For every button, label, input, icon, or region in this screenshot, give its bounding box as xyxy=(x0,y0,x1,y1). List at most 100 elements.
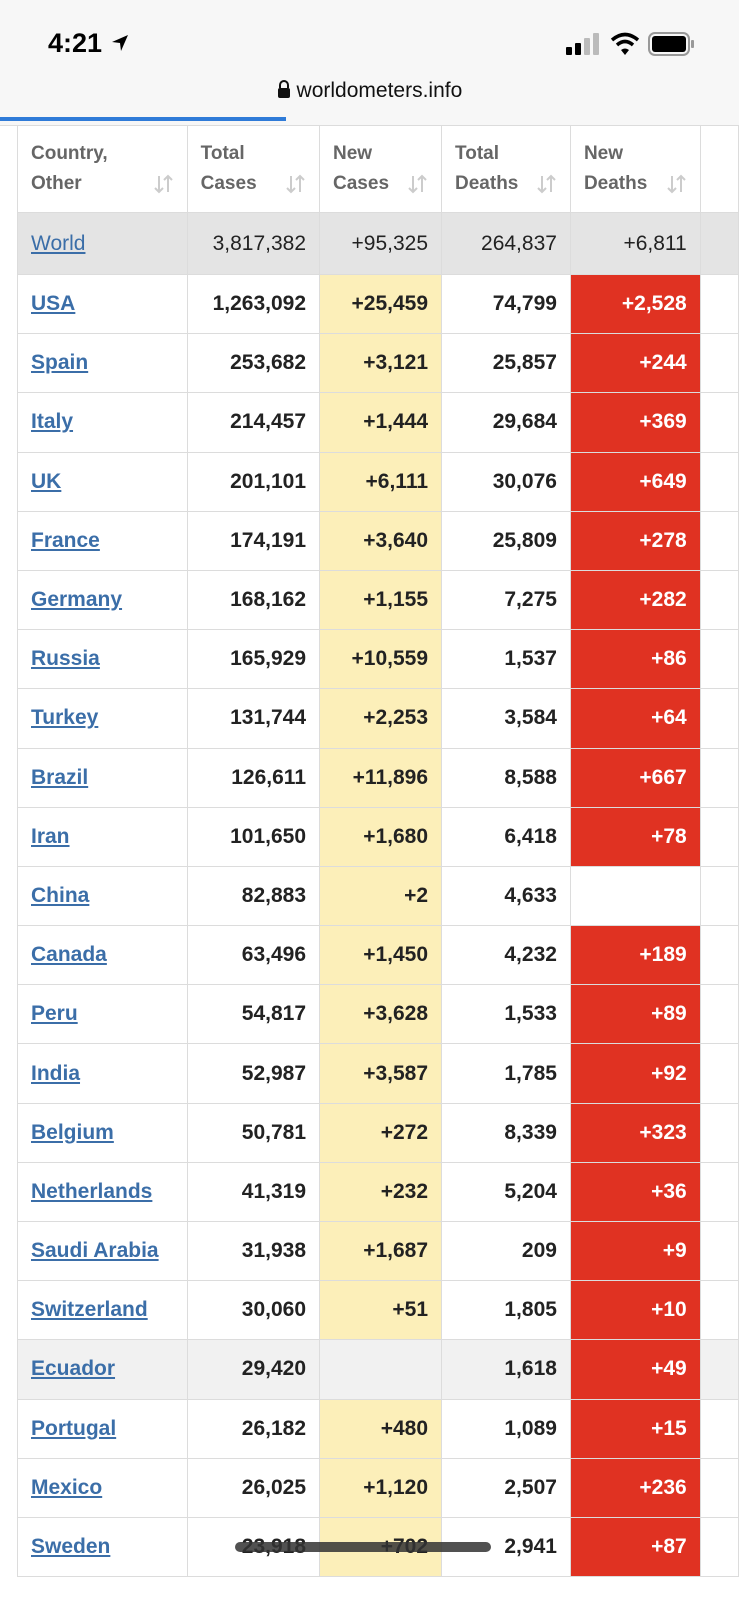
cell: +6,111 xyxy=(319,451,443,512)
cell: USA xyxy=(17,273,188,335)
country-link[interactable]: Switzerland xyxy=(31,1298,148,1322)
sort-icon xyxy=(537,174,556,194)
country-link[interactable]: Spain xyxy=(31,351,89,375)
country-link[interactable]: Brazil xyxy=(31,765,89,789)
country-link[interactable]: Saudi Arabia xyxy=(31,1239,159,1263)
country-link[interactable]: China xyxy=(31,883,90,907)
cell-value: 1,785 xyxy=(504,1061,557,1085)
cell-value: +2,253 xyxy=(363,706,429,730)
cell-value: +1,687 xyxy=(363,1239,429,1263)
cell-value: +10,559 xyxy=(351,647,429,671)
country-link[interactable]: Canada xyxy=(31,943,107,967)
cell: 29,420 xyxy=(186,1339,321,1400)
cell-value: 29,420 xyxy=(241,1357,307,1381)
country-row: China 82,883 +2 4,633 xyxy=(17,865,739,927)
country-row: Iran 101,650 +1,680 6,418 +78 xyxy=(17,806,739,867)
country-link[interactable]: Iran xyxy=(31,824,70,848)
cell: +1,680 xyxy=(319,806,443,867)
cell: Iran xyxy=(17,806,188,867)
column-header[interactable]: Total Deaths xyxy=(441,125,571,213)
cell-value: +1,450 xyxy=(363,943,429,967)
sort-icon xyxy=(153,174,173,194)
cell-value: 3,584 xyxy=(504,706,557,730)
cell: +649 xyxy=(569,451,701,512)
cell: 5,204 xyxy=(441,1161,571,1223)
cell-value: 101,650 xyxy=(230,824,307,848)
home-indicator xyxy=(235,1542,491,1552)
cell-value: 165,929 xyxy=(230,647,307,671)
cell: 2,507 xyxy=(441,1457,571,1518)
country-row: Belgium 50,781 +272 8,339 +323 xyxy=(17,1102,739,1163)
cell-value: +232 xyxy=(380,1179,429,1203)
cell-partial xyxy=(699,984,739,1045)
cell-partial xyxy=(699,747,739,808)
cell-partial xyxy=(699,510,739,571)
country-row: Portugal 26,182 +480 1,089 +15 xyxy=(17,1398,739,1459)
time-text: 4:21 xyxy=(48,28,103,58)
cell: 1,805 xyxy=(441,1280,571,1341)
country-link[interactable]: France xyxy=(31,528,100,552)
cell: +3,640 xyxy=(319,510,443,571)
cell: Spain xyxy=(17,333,188,394)
cell-value: +89 xyxy=(651,1002,687,1026)
cell-partial xyxy=(699,1161,739,1223)
cell-value: +189 xyxy=(639,943,687,967)
header-text: Total Cases xyxy=(200,143,257,194)
header-text: Country, Other xyxy=(31,143,108,194)
cell-value: +36 xyxy=(651,1179,687,1203)
cell-value: 4,633 xyxy=(504,883,557,907)
sort-icon xyxy=(667,174,686,194)
cell-partial xyxy=(699,1457,739,1518)
country-link[interactable]: Mexico xyxy=(31,1475,103,1499)
cell: UK xyxy=(17,451,188,512)
cell-value: 82,883 xyxy=(241,883,307,907)
region-name: World xyxy=(31,231,86,255)
cell-value: +51 xyxy=(392,1298,429,1322)
column-header[interactable]: New Deaths xyxy=(569,125,701,213)
country-link[interactable]: Turkey xyxy=(31,706,99,730)
country-link[interactable]: Germany xyxy=(31,588,123,612)
cell: +89 xyxy=(569,984,701,1045)
country-link[interactable]: Portugal xyxy=(31,1416,117,1440)
cell: +1,450 xyxy=(319,925,443,986)
cell-value: +236 xyxy=(639,1475,687,1499)
country-row: Brazil 126,611 +11,896 8,588 +667 xyxy=(17,747,739,808)
country-link[interactable]: UK xyxy=(31,469,62,493)
column-header[interactable]: Country, Other xyxy=(17,125,188,213)
cell: +236 xyxy=(569,1457,701,1518)
cell-partial xyxy=(699,925,739,986)
cell-partial xyxy=(699,806,739,867)
cell-value: 209 xyxy=(521,1239,557,1263)
cell: Netherlands xyxy=(17,1161,188,1223)
country-link[interactable]: Italy xyxy=(31,410,74,434)
cell-value: +323 xyxy=(639,1120,687,1144)
country-link[interactable]: Russia xyxy=(31,647,100,671)
cell: 31,938 xyxy=(186,1220,321,1282)
cell-value: +369 xyxy=(639,410,687,434)
country-link[interactable]: USA xyxy=(31,292,76,316)
data-table: Country, Other Total Cases New Cases Total … xyxy=(17,125,739,1578)
country-link[interactable]: India xyxy=(31,1061,81,1085)
cell-value: 29,684 xyxy=(492,410,557,434)
country-link[interactable]: Sweden xyxy=(31,1535,111,1559)
country-row: Saudi Arabia 31,938 +1,687 209 +9 xyxy=(17,1220,739,1282)
cell-value: +78 xyxy=(651,824,687,848)
country-link[interactable]: Peru xyxy=(31,1002,78,1026)
cell-value: +11,896 xyxy=(352,765,429,789)
country-link[interactable]: Belgium xyxy=(31,1120,114,1144)
column-header-partial xyxy=(699,125,739,213)
cell-value: +1,444 xyxy=(363,410,429,434)
cell-value: +95,325 xyxy=(351,231,429,255)
column-header[interactable]: Total Cases xyxy=(186,125,321,213)
progress-bar xyxy=(0,117,286,121)
cell: 29,684 xyxy=(441,392,571,453)
cell: Belgium xyxy=(17,1102,188,1163)
cell: 82,883 xyxy=(186,865,321,927)
country-link[interactable]: Ecuador xyxy=(31,1357,116,1381)
address-bar[interactable]: worldometers.info xyxy=(0,79,739,103)
cell: 264,837 xyxy=(441,212,571,275)
column-header[interactable]: New Cases xyxy=(319,125,443,213)
cell: +92 xyxy=(569,1043,701,1104)
country-link[interactable]: Netherlands xyxy=(31,1179,153,1203)
url-text: worldometers.info xyxy=(296,79,463,102)
